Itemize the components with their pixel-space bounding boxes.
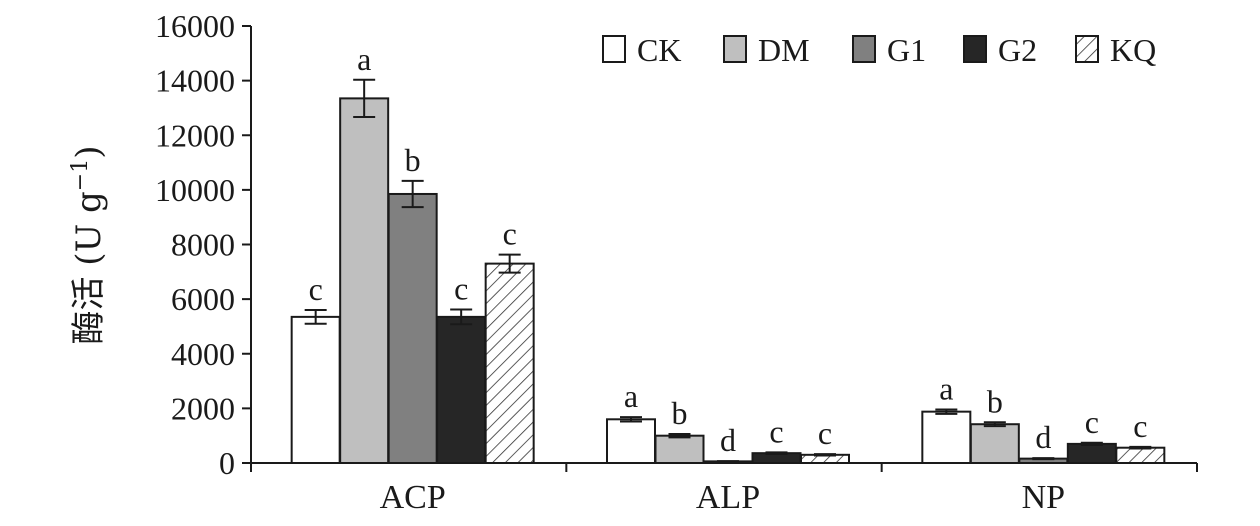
error-bar [765,451,788,455]
legend-swatch [963,35,987,63]
significance-label: c [454,271,468,307]
bar-dm-acp [339,97,390,465]
significance-label: d [1035,419,1051,455]
significance-label: b [405,142,421,178]
significance-label: d [720,422,736,458]
error-bar [983,421,1006,428]
legend-swatch [602,35,626,63]
y-tick-label: 6000 [171,281,235,317]
error-bar [620,416,642,423]
error-bar [1129,445,1152,450]
bar-ck-np [921,410,972,464]
error-bar [668,433,691,439]
bar-ck-alp [606,418,656,464]
x-category-label: ACP [380,479,446,516]
y-tick-label: 14000 [155,63,235,99]
error-bar [1080,441,1103,446]
y-tick-label: 0 [219,445,235,481]
bar-dm-alp [654,434,705,464]
error-bar [450,308,473,326]
significance-label: c [1085,404,1099,440]
error-bar [304,309,327,325]
bar-kq-acp [484,262,535,464]
x-category-label: ALP [696,479,760,516]
legend-label: G1 [887,32,926,68]
significance-label: c [503,216,517,252]
legend-item-kq: KQ [1075,32,1156,68]
legend-item-g1: G1 [852,32,926,68]
significance-label: a [939,370,953,406]
legend-label: CK [637,32,681,68]
legend: CK DM G1 G2 KQ [602,32,1156,68]
legend-label: KQ [1110,32,1156,68]
legend-swatch [852,35,876,63]
bar-kq-np [1115,446,1166,464]
y-tick-label: 16000 [155,8,235,44]
y-tick-label: 10000 [155,172,235,208]
y-tick-label: 8000 [171,227,235,263]
bar-dm-np [969,423,1020,464]
error-bar [401,179,424,209]
significance-label: b [672,395,688,431]
legend-swatch [1075,35,1099,63]
significance-label: c [309,271,323,307]
error-bar [1032,457,1055,461]
error-bar [935,408,958,415]
error-bar [814,453,836,457]
y-tick-label: 12000 [155,117,235,153]
legend-item-dm: DM [723,32,810,68]
bar-g2-np [1066,442,1117,465]
significance-label: c [818,415,832,451]
x-category-label: NP [1022,479,1065,516]
significance-label: a [357,41,371,77]
x-axis: ACP ALP NP [250,462,1198,516]
significance-label: c [1133,408,1147,444]
bar-ck-acp [290,315,341,464]
significance-label: b [987,383,1003,419]
y-tick-label: 4000 [171,336,235,372]
error-bar [498,253,521,274]
legend-item-ck: CK [602,32,681,68]
y-axis-label: 酶活 (U g−1) [68,145,109,344]
y-axis: 0 2000 4000 6000 8000 10000 12000 14000 16000 [155,8,252,481]
legend-label: DM [758,32,810,68]
y-tick-label: 2000 [171,390,235,426]
error-bar [717,460,739,463]
significance-label: c [769,413,783,449]
significance-label: a [624,378,638,414]
error-bar [353,78,376,118]
bar-g1-acp [387,192,438,465]
legend-swatch [723,35,747,63]
legend-label: G2 [998,32,1037,68]
legend-item-g2: G2 [963,32,1037,68]
bar-g2-acp [436,315,487,464]
